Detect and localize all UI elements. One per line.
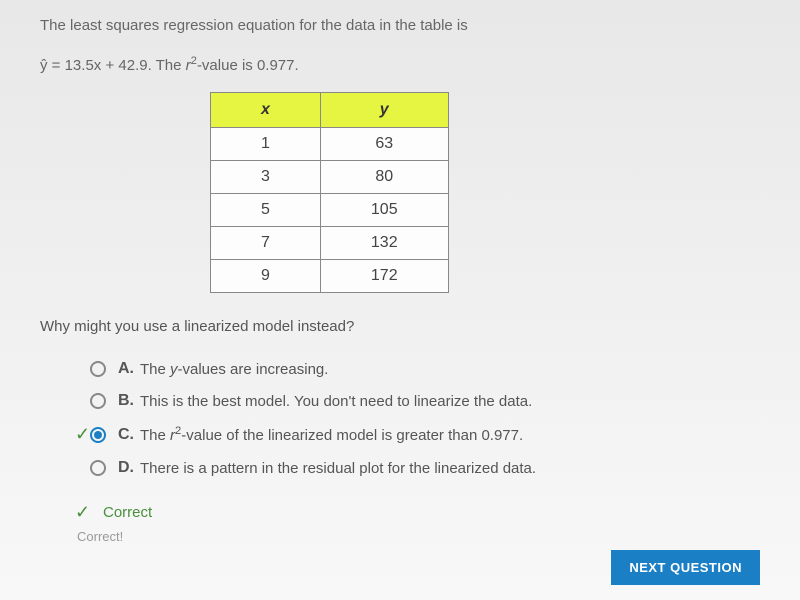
table-cell: 132	[320, 227, 448, 260]
option-row[interactable]: ✓C.The r2-value of the linearized model …	[75, 424, 760, 445]
check-icon: ✓	[75, 502, 95, 523]
option-label: A.	[118, 360, 134, 378]
feedback-block: ✓ Correct Correct!	[75, 502, 760, 544]
table-cell: 7	[211, 227, 321, 260]
option-text: The y-values are increasing.	[140, 361, 328, 378]
option-row[interactable]: B. This is the best model. You don't need…	[75, 392, 760, 410]
table-row: 5105	[211, 194, 449, 227]
data-table: x y 163380510571329172	[210, 92, 449, 293]
table-cell: 63	[320, 128, 448, 161]
table-cell: 9	[211, 260, 321, 293]
intro-suffix: -value is 0.977.	[197, 57, 299, 74]
feedback-title: Correct	[103, 504, 152, 521]
radio-button[interactable]	[90, 361, 106, 377]
table-row: 380	[211, 161, 449, 194]
intro-prefix: ŷ = 13.5x + 42.9. The	[40, 57, 186, 74]
table-cell: 5	[211, 194, 321, 227]
table-cell: 3	[211, 161, 321, 194]
table-row: 163	[211, 128, 449, 161]
table-header-x: x	[211, 93, 321, 128]
option-text: This is the best model. You don't need t…	[140, 393, 532, 410]
intro-line-2: ŷ = 13.5x + 42.9. The r2-value is 0.977.	[40, 53, 760, 78]
next-question-button[interactable]: NEXT QUESTION	[611, 550, 760, 585]
table-header-y: y	[320, 93, 448, 128]
option-text: There is a pattern in the residual plot …	[140, 460, 536, 477]
option-label: D.	[118, 459, 134, 477]
table-cell: 105	[320, 194, 448, 227]
question-text: Why might you use a linearized model ins…	[40, 318, 760, 335]
option-text: The r2-value of the linearized model is …	[140, 425, 523, 444]
radio-button[interactable]	[90, 393, 106, 409]
feedback-sub: Correct!	[77, 529, 760, 544]
option-row[interactable]: A. The y-values are increasing.	[75, 360, 760, 378]
intro-line-1: The least squares regression equation fo…	[40, 15, 760, 38]
feedback-title-line: ✓ Correct	[75, 502, 760, 523]
option-label: C.	[118, 426, 134, 444]
radio-button[interactable]	[90, 427, 106, 443]
table-cell: 80	[320, 161, 448, 194]
table-row: 7132	[211, 227, 449, 260]
radio-button[interactable]	[90, 460, 106, 476]
option-row[interactable]: D. There is a pattern in the residual plo…	[75, 459, 760, 477]
table-cell: 172	[320, 260, 448, 293]
table-cell: 1	[211, 128, 321, 161]
table-row: 9172	[211, 260, 449, 293]
option-label: B.	[118, 392, 134, 410]
